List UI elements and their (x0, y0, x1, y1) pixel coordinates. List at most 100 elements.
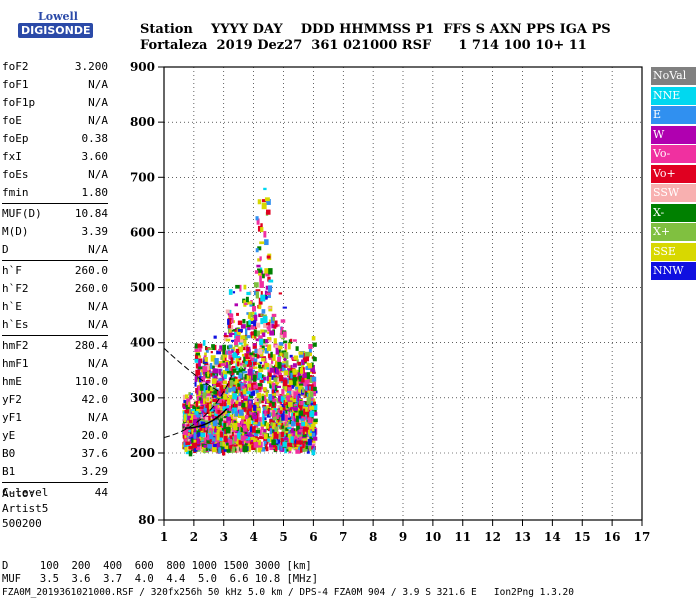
echo-mark (264, 239, 269, 246)
echo-mark (218, 379, 222, 386)
echo-mark (256, 410, 260, 417)
echo-mark (234, 303, 239, 307)
echo-mark (296, 425, 300, 432)
param-key: foEp (2, 132, 29, 145)
echo-mark (222, 385, 226, 388)
echo-mark (311, 429, 317, 436)
echo-mark (295, 422, 299, 426)
echo-mark (268, 279, 274, 283)
echo-mark (210, 373, 214, 377)
x-tick-label: 9 (399, 530, 407, 544)
echo-mark (266, 376, 269, 382)
echo-mark (312, 356, 315, 360)
echo-mark (295, 408, 301, 414)
param-key: yE (2, 429, 16, 442)
echo-mark (292, 431, 296, 437)
echo-mark (215, 414, 220, 418)
echo-mark (267, 276, 271, 282)
echo-mark (237, 440, 243, 445)
echo-mark (305, 441, 309, 445)
echo-mark (207, 444, 212, 449)
echo-mark (222, 370, 227, 377)
echo-mark (264, 347, 269, 354)
param-key: foF2 (2, 60, 29, 73)
echo-mark (256, 218, 260, 225)
echo-mark (219, 444, 225, 450)
echo-mark (195, 363, 200, 369)
param-value: 3.200 (74, 60, 108, 73)
echo-mark (240, 391, 244, 398)
separator (2, 203, 108, 204)
echo-mark (192, 419, 198, 426)
echo-mark (275, 443, 279, 446)
echo-mark (194, 381, 197, 387)
echo-mark (289, 419, 293, 425)
echo-mark (184, 432, 187, 439)
echo-mark (182, 405, 186, 410)
echo-mark (257, 383, 263, 387)
echo-mark (284, 385, 288, 391)
echo-mark (227, 380, 230, 387)
echo-mark (307, 390, 311, 393)
echo-mark (286, 433, 289, 438)
echo-mark (193, 414, 198, 420)
echo-mark (258, 417, 262, 422)
echo-mark (297, 361, 302, 366)
echo-mark (225, 414, 229, 418)
echo-mark (216, 442, 219, 447)
echo-mark (307, 438, 312, 446)
echo-mark (252, 404, 257, 411)
echo-mark (236, 446, 239, 453)
y-tick-label: 400 (130, 336, 155, 350)
echo-mark (235, 363, 239, 370)
y-tick-label: 700 (130, 170, 155, 184)
profile-curve (184, 408, 228, 429)
echo-mark (268, 319, 272, 323)
echo-mark (210, 351, 213, 354)
echo-mark (234, 384, 238, 389)
echo-mark (268, 363, 272, 371)
echo-mark (208, 403, 212, 410)
echo-mark (239, 362, 243, 366)
echo-mark (195, 414, 201, 418)
echo-mark (287, 417, 292, 420)
echo-mark (290, 364, 293, 369)
echo-mark (251, 311, 255, 315)
echo-mark (252, 343, 257, 346)
param-row: foE N/A (2, 112, 108, 130)
echo-mark (221, 354, 225, 361)
param-value: N/A (88, 78, 108, 91)
echo-mark (282, 306, 287, 309)
echo-mark (223, 432, 228, 437)
echo-mark (281, 425, 285, 429)
echo-mark (182, 403, 187, 408)
x-tick-label: 15 (574, 530, 591, 544)
param-row: D N/A (2, 241, 108, 259)
echo-mark (251, 445, 256, 451)
echo-mark (259, 429, 262, 436)
param-key: foF1p (2, 96, 36, 109)
echo-mark (223, 416, 228, 419)
echo-mark (273, 432, 279, 440)
echo-mark (186, 424, 190, 429)
echo-mark (217, 409, 221, 414)
echo-mark (293, 391, 298, 398)
echo-mark (257, 269, 263, 273)
echo-mark (292, 396, 297, 403)
echo-mark (227, 398, 232, 405)
echo-mark (285, 414, 288, 422)
echo-mark (270, 351, 273, 358)
echo-mark (223, 337, 228, 342)
echo-mark (283, 437, 288, 441)
echo-mark (205, 425, 211, 429)
echo-mark (190, 423, 196, 428)
echo-mark (235, 335, 241, 343)
echo-mark (185, 441, 190, 446)
y-tick-label: 80 (138, 513, 155, 527)
echo-mark (189, 440, 193, 444)
echo-mark (260, 294, 266, 302)
echo-mark (270, 360, 274, 364)
echo-mark (277, 378, 281, 383)
param-row: hmF1 N/A (2, 355, 108, 373)
echo-mark (243, 325, 249, 328)
